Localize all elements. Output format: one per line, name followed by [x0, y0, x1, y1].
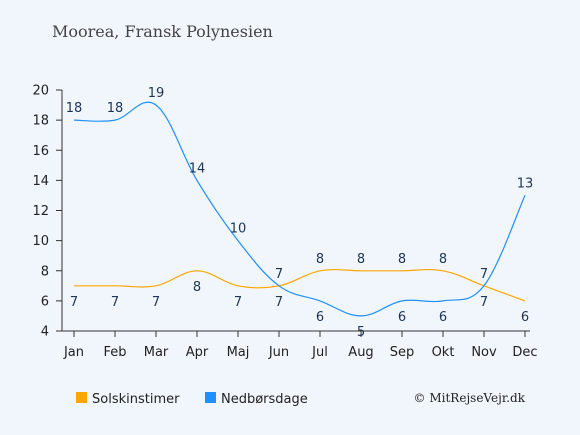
data-label: 6 — [316, 310, 324, 325]
data-label: 18 — [66, 101, 83, 116]
data-label: 7 — [275, 267, 283, 282]
data-label: 13 — [517, 176, 534, 191]
data-label: 7 — [275, 295, 283, 310]
y-tick-label: 4 — [41, 325, 49, 340]
y-tick-label: 12 — [32, 204, 49, 219]
y-tick-label: 10 — [32, 234, 49, 249]
y-tick-label: 16 — [32, 144, 49, 159]
legend-label-nedborsdage: Nedbørsdage — [221, 392, 308, 407]
x-tick-label: Feb — [103, 345, 126, 360]
legend-swatch-nedborsdage — [205, 392, 216, 403]
data-label: 6 — [521, 310, 529, 325]
data-label: 7 — [234, 295, 242, 310]
x-tick-label: Sep — [390, 345, 415, 360]
x-tick-label: Okt — [432, 345, 455, 360]
x-tick-label: Nov — [471, 345, 497, 360]
series-line-nedborsdage — [73, 101, 526, 317]
data-label: 18 — [107, 101, 124, 116]
y-tick-label: 8 — [41, 264, 49, 279]
data-label: 7 — [152, 295, 160, 310]
data-label: 8 — [357, 252, 365, 267]
data-label: 7 — [111, 295, 119, 310]
data-label: 7 — [480, 295, 488, 310]
data-label: 8 — [316, 252, 324, 267]
chart-title: Moorea, Fransk Polynesien — [52, 22, 273, 41]
credit-text: © MitRejseVejr.dk — [414, 391, 526, 405]
x-tick-label: Aug — [348, 345, 373, 360]
y-tick-label: 20 — [32, 84, 49, 99]
data-label: 19 — [148, 86, 165, 101]
data-label: 7 — [70, 295, 78, 310]
y-tick-label: 14 — [32, 174, 49, 189]
y-tick-label: 18 — [32, 114, 49, 129]
data-label: 8 — [398, 252, 406, 267]
x-axis-ticks: Jan Feb Mar Apr Maj Jun Jul Aug Sep Okt Nov Dec — [63, 331, 538, 360]
data-label: 8 — [193, 280, 201, 295]
data-label: 8 — [439, 252, 447, 267]
legend: Solskinstimer Nedbørsdage — [76, 392, 308, 407]
x-tick-label: Dec — [512, 345, 537, 360]
data-label: 6 — [439, 310, 447, 325]
y-tick-label: 6 — [41, 294, 49, 309]
series-line-solskinstimer — [73, 268, 526, 302]
legend-swatch-solskinstimer — [76, 392, 87, 403]
data-label: 6 — [398, 310, 406, 325]
x-tick-label: Jun — [268, 345, 289, 360]
data-label: 5 — [357, 325, 365, 340]
legend-label-solskinstimer: Solskinstimer — [92, 392, 180, 407]
data-labels: 7 18 7 18 7 19 8 14 7 10 7 7 8 6 8 5 8 6 8 6 7 7 6 13 — [66, 86, 534, 340]
x-tick-label: Maj — [227, 345, 250, 360]
x-tick-label: Jul — [311, 345, 328, 360]
data-label: 10 — [230, 222, 247, 237]
x-tick-label: Jan — [63, 345, 84, 360]
x-tick-label: Mar — [144, 345, 169, 360]
y-axis-ticks: 4 6 8 10 12 14 16 18 20 — [32, 84, 62, 340]
data-label: 7 — [480, 267, 488, 282]
data-label: 14 — [189, 161, 206, 176]
series-lines — [73, 101, 526, 317]
x-tick-label: Apr — [186, 345, 209, 360]
